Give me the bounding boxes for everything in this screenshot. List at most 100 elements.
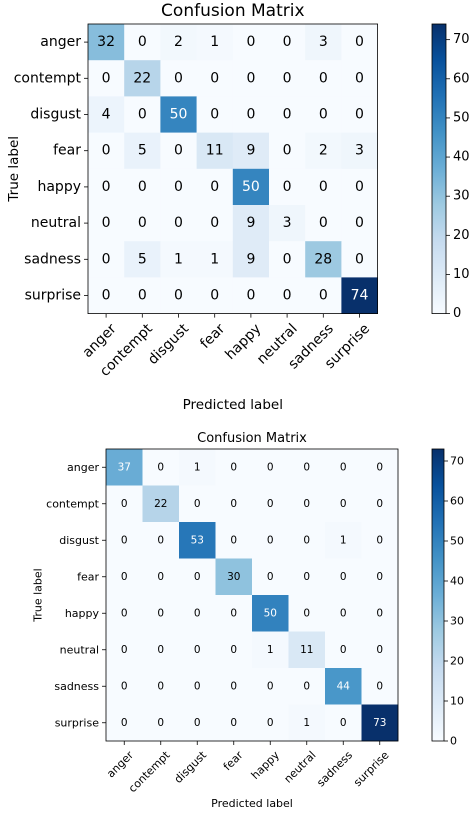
heatmap-cell (106, 668, 143, 705)
cell-value-label: 0 (121, 571, 128, 583)
x-tick-label: happy (249, 748, 283, 782)
cell-value-label: 0 (102, 143, 111, 159)
heatmap-cell (124, 60, 161, 97)
y-tick-label: sadness (54, 680, 99, 693)
heatmap-cell (196, 60, 234, 97)
heatmap-cell (88, 96, 125, 133)
heatmap-cell (106, 558, 143, 596)
cell-value-label: 11 (300, 644, 313, 656)
cell-value-label: 74 (351, 288, 369, 304)
heatmap-cell (215, 595, 253, 632)
cell-value-label: 0 (319, 179, 328, 195)
heatmap-cell (196, 205, 234, 242)
cell-value-label: 0 (102, 70, 111, 86)
y-tick-label: anger (40, 34, 81, 50)
cell-value-label: 1 (194, 461, 201, 473)
y-axis-label: True label (32, 568, 45, 622)
heatmap-cell (106, 595, 143, 632)
heatmap-cell (142, 595, 180, 632)
cell-value-label: 0 (267, 717, 274, 729)
heatmap-cell (196, 277, 234, 314)
heatmap-cell (269, 60, 306, 97)
heatmap-cell (325, 668, 362, 705)
heatmap-cell (232, 96, 270, 133)
y-tick-label: sadness (24, 251, 81, 267)
cell-value-label: 0 (283, 251, 292, 267)
colorbar-tick-label: 20 (450, 655, 464, 668)
cell-value-label: 0 (340, 607, 347, 619)
heatmap-cell (269, 96, 306, 133)
cell-value-label: 0 (210, 107, 219, 123)
cell-value-label: 9 (246, 143, 255, 159)
cell-value-label: 0 (246, 34, 255, 50)
heatmap-cell (252, 668, 289, 705)
cell-value-label: 0 (283, 34, 292, 50)
heatmap-cell (160, 277, 197, 314)
heatmap-cell (252, 485, 289, 523)
cell-value-label: 0 (102, 215, 111, 231)
x-tick-label: fear (197, 321, 228, 352)
cell-value-label: 1 (303, 717, 310, 729)
cell-value-label: 0 (283, 107, 292, 123)
x-tick-label: sadness (314, 748, 355, 789)
heatmap-cell (361, 485, 399, 523)
cell-value-label: 0 (210, 288, 219, 304)
heatmap-cell (142, 704, 180, 742)
cell-value-label: 0 (376, 571, 383, 583)
heatmap-cell (305, 132, 342, 170)
heatmap-cell (305, 60, 342, 97)
heatmap-cell (160, 60, 197, 97)
heatmap-cell (179, 485, 216, 523)
heatmap-cell (288, 449, 326, 486)
heatmap-cell (124, 168, 161, 206)
heatmap-cell (341, 24, 378, 61)
cell-value-label: 0 (138, 179, 147, 195)
x-tick-label: disgust (145, 321, 192, 368)
cell-value-label: 5 (138, 251, 147, 267)
cell-value-label: 0 (267, 498, 274, 510)
cell-value-label: 0 (303, 498, 310, 510)
heatmap-cell (215, 485, 253, 523)
cell-value-label: 0 (355, 107, 364, 123)
heatmap-cell (232, 24, 270, 61)
heatmap-cell (325, 631, 362, 669)
cell-value-label: 0 (246, 288, 255, 304)
cell-value-label: 4 (102, 107, 111, 123)
colorbar-tick-label: 0 (453, 306, 461, 321)
x-axis-label: Predicted label (183, 397, 283, 413)
cell-value-label: 32 (97, 34, 115, 50)
heatmap-cell (179, 522, 216, 559)
heatmap-cell (361, 631, 399, 669)
plot-frame (87, 23, 379, 315)
heatmap-cell (142, 668, 180, 705)
heatmap-cell (160, 205, 197, 242)
cell-value-label: 0 (267, 680, 274, 692)
cell-value-label: 0 (138, 288, 147, 304)
y-tick-label: fear (53, 143, 81, 159)
cell-value-label: 0 (319, 70, 328, 86)
cell-value-label: 0 (267, 461, 274, 473)
cell-value-label: 0 (283, 143, 292, 159)
cell-value-label: 0 (283, 179, 292, 195)
heatmap-cell (288, 522, 326, 559)
heatmap-cell (341, 277, 378, 314)
cell-value-label: 44 (337, 680, 351, 692)
cell-value-label: 2 (174, 34, 183, 50)
y-tick-label: surprise (25, 288, 81, 304)
heatmap-cell (361, 449, 399, 486)
y-tick-label: happy (37, 179, 81, 195)
heatmap-cell (124, 24, 161, 61)
cell-value-label: 9 (246, 215, 255, 231)
colorbar-tick-label: 50 (453, 110, 470, 125)
heatmap-cell (288, 668, 326, 705)
cell-value-label: 0 (194, 644, 201, 656)
cell-value-label: 0 (230, 461, 237, 473)
cell-value-label: 53 (191, 534, 204, 546)
cell-value-label: 0 (157, 680, 164, 692)
cell-value-label: 0 (246, 107, 255, 123)
cell-value-label: 28 (314, 251, 332, 267)
heatmap-cell (124, 205, 161, 242)
y-tick-label: disgust (59, 534, 99, 547)
cell-value-label: 50 (264, 607, 277, 619)
heatmap-cell (341, 132, 378, 170)
